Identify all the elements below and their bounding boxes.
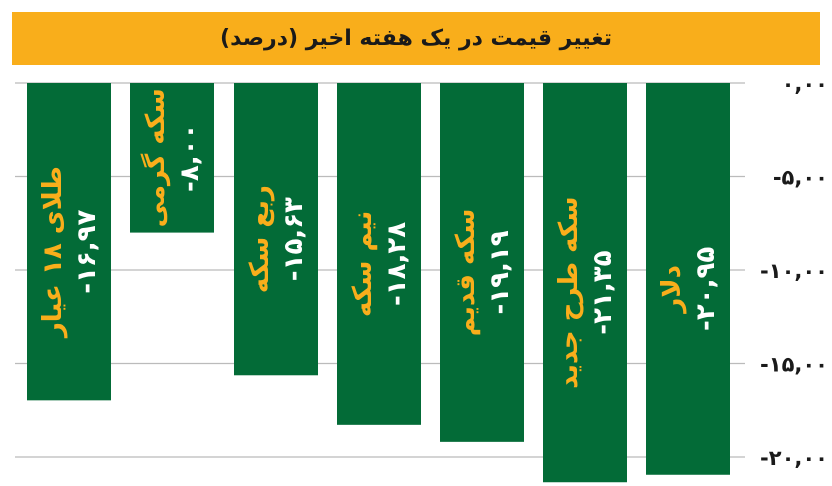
category-label: طلای ۱۸ عیار [38, 166, 68, 339]
value-label: -۱۵,۶۳ [279, 197, 309, 281]
value-label: -۲۱,۳۵ [588, 250, 618, 334]
bar [440, 83, 524, 442]
category-label: نیم سکه [348, 211, 378, 317]
category-label: دلار [657, 265, 687, 315]
category-label: سکه قدیم [451, 209, 481, 337]
bar [234, 83, 318, 376]
category-label: ربع سکه [245, 185, 275, 293]
bar [646, 83, 730, 475]
category-label: سکه گرمی [140, 88, 171, 227]
y-tick-label: -۲۰,۰۰ [760, 446, 828, 470]
value-label: -۲۰,۹۵ [691, 247, 721, 331]
y-tick-label: ۰,۰۰ [782, 72, 828, 96]
bar [543, 83, 627, 483]
chart-title-bar: تغییر قیمت در یک هفته اخیر (درصد) [12, 12, 820, 65]
bar [130, 83, 214, 233]
value-label: -۱۹,۱۹ [485, 230, 515, 314]
category-label: سکه طرح جدید [554, 196, 584, 389]
value-label: -۱۶,۹۷ [72, 209, 102, 293]
y-tick-label: -۵,۰۰ [773, 166, 828, 190]
bar [337, 83, 421, 425]
value-label: -۸,۰۰ [175, 124, 205, 192]
y-tick-label: -۱۵,۰۰ [760, 353, 828, 377]
value-label: -۱۸,۲۸ [382, 222, 412, 306]
bar [27, 83, 111, 401]
y-tick-label: -۱۰,۰۰ [760, 259, 828, 283]
chart-title: تغییر قیمت در یک هفته اخیر (درصد) [220, 26, 612, 51]
